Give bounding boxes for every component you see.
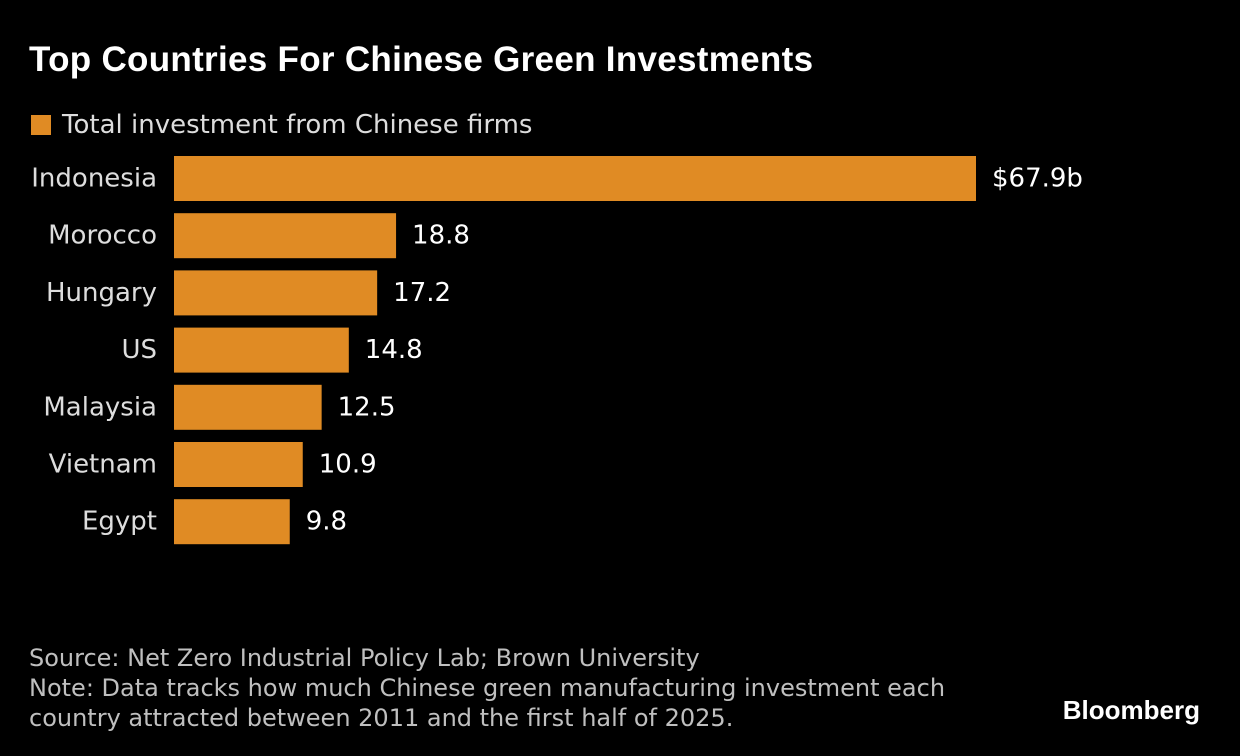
value-label: 9.8 xyxy=(306,507,347,537)
chart-title: Top Countries For Chinese Green Investme… xyxy=(29,40,814,79)
value-label: 17.2 xyxy=(393,278,451,308)
legend-label: Total investment from Chinese firms xyxy=(62,110,533,140)
bar xyxy=(174,442,303,487)
bar xyxy=(174,499,290,545)
category-label: Indonesia xyxy=(31,164,157,194)
value-label: 14.8 xyxy=(365,335,423,365)
bar xyxy=(174,213,397,259)
bar xyxy=(174,384,322,430)
category-label: Egypt xyxy=(82,507,157,537)
category-label: Vietnam xyxy=(49,450,157,480)
category-label: Hungary xyxy=(46,278,157,308)
note-line-2: country attracted between 2011 and the f… xyxy=(29,704,734,732)
bar-chart: Indonesia $67.9b Morocco 18.8 Hungary 17.2 US 1… xyxy=(31,156,1083,545)
legend: Total investment from Chinese firms xyxy=(31,108,532,142)
category-label: US xyxy=(121,335,157,365)
bloomberg-logo: Bloomberg xyxy=(1062,695,1200,725)
footer: Source: Net Zero Industrial Policy Lab; … xyxy=(29,643,945,733)
source-note: Source: Net Zero Industrial Policy Lab; … xyxy=(29,644,700,672)
category-label: Malaysia xyxy=(43,392,157,422)
category-label: Morocco xyxy=(48,221,157,251)
value-label: $67.9b xyxy=(992,164,1083,194)
legend-swatch xyxy=(31,115,51,135)
bar xyxy=(174,270,378,316)
bar xyxy=(174,156,976,201)
value-label: 18.8 xyxy=(412,221,470,251)
value-label: 12.5 xyxy=(338,392,396,422)
value-label: 10.9 xyxy=(319,450,377,480)
note-line-1: Note: Data tracks how much Chinese green… xyxy=(29,674,946,702)
bar xyxy=(174,327,349,373)
